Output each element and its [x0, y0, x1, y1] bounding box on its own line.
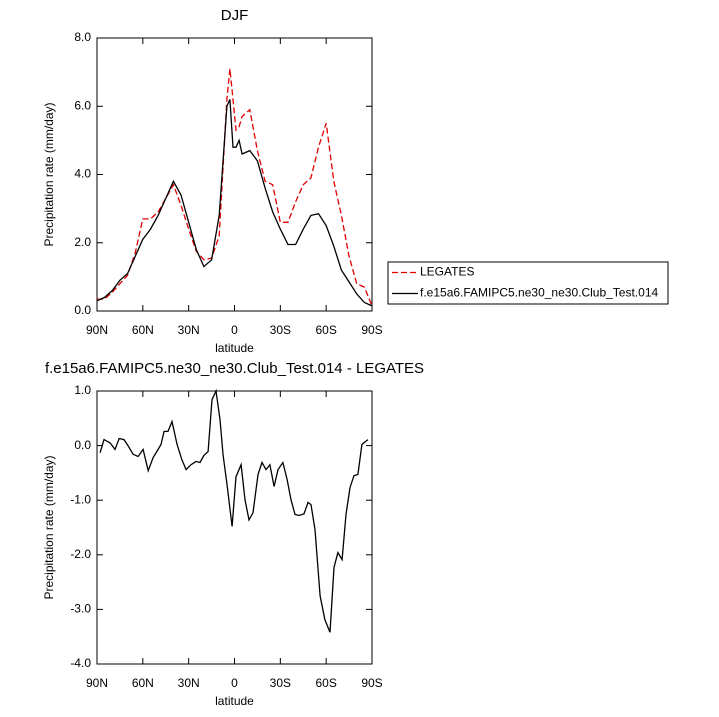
y-tick-label: -1.0	[70, 492, 91, 506]
chart-title: f.e15a6.FAMIPC5.ne30_ne30.Club_Test.014 …	[45, 360, 424, 377]
x-tick-label: 60S	[315, 676, 336, 690]
plot-frame	[96, 37, 373, 312]
x-tick-label: 90S	[361, 323, 382, 337]
y-tick-label: 0.0	[74, 303, 91, 317]
x-tick-label: 30S	[270, 676, 291, 690]
chart-title: DJF	[221, 7, 249, 24]
x-tick-label: 30S	[270, 323, 291, 337]
x-tick-label: 60N	[132, 676, 154, 690]
y-tick-label: 6.0	[74, 98, 91, 112]
y-tick-label: -4.0	[70, 656, 91, 670]
x-axis-label: latitude	[215, 341, 254, 355]
data-line	[97, 68, 373, 307]
y-tick-label: -2.0	[70, 547, 91, 561]
y-tick-label: 4.0	[74, 167, 91, 181]
data-line	[99, 388, 369, 633]
y-tick-label: 2.0	[74, 235, 91, 249]
x-tick-label: 30N	[178, 676, 200, 690]
x-tick-label: 90N	[86, 323, 108, 337]
x-tick-label: 0	[231, 676, 238, 690]
legend-box	[387, 261, 669, 305]
y-tick-label: 0.0	[74, 438, 91, 452]
x-axis-label: latitude	[215, 694, 254, 708]
x-tick-label: 60N	[132, 323, 154, 337]
plot-frame	[96, 390, 373, 665]
x-tick-label: 90S	[361, 676, 382, 690]
x-tick-label: 60S	[315, 323, 336, 337]
y-tick-label: 1.0	[74, 383, 91, 397]
y-tick-label: 8.0	[74, 30, 91, 44]
y-tick-label: -3.0	[70, 602, 91, 616]
x-tick-label: 30N	[178, 323, 200, 337]
legend-label: LEGATES	[420, 265, 474, 279]
data-line	[96, 99, 373, 307]
x-tick-label: 90N	[86, 676, 108, 690]
legend-label: f.e15a6.FAMIPC5.ne30_ne30.Club_Test.014	[420, 286, 658, 300]
x-tick-label: 0	[231, 323, 238, 337]
y-axis-label: Precipitation rate (mm/day)	[42, 102, 56, 246]
y-axis-label: Precipitation rate (mm/day)	[42, 455, 56, 599]
